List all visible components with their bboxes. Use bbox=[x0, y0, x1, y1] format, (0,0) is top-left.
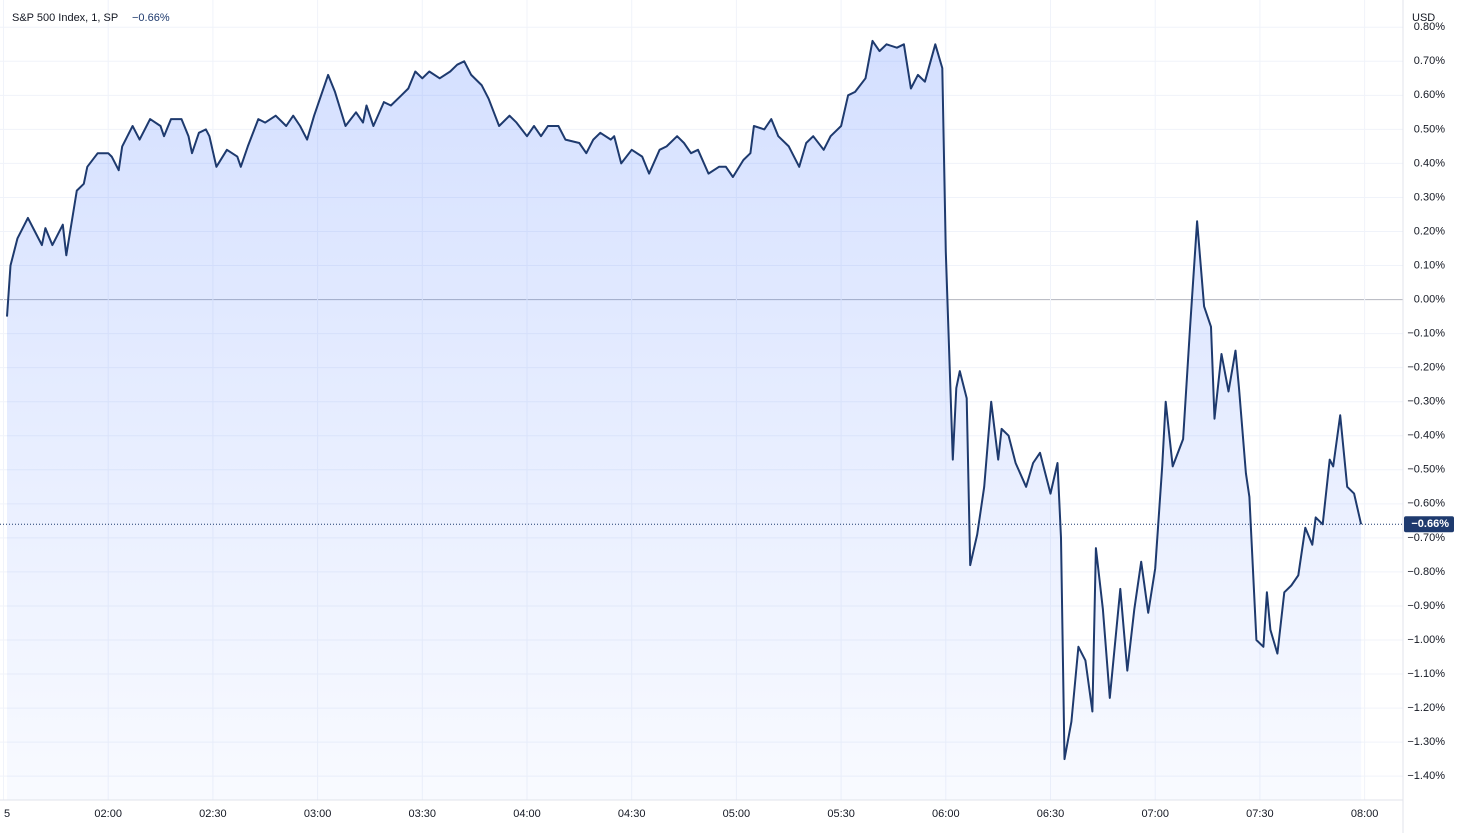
y-tick-label: −1.30% bbox=[1407, 736, 1445, 748]
y-tick-label: −0.60% bbox=[1407, 498, 1445, 510]
line bbox=[6, 39, 1363, 761]
x-tick-label: 02:30 bbox=[199, 808, 227, 820]
y-tick-label: −0.40% bbox=[1407, 430, 1445, 442]
x-tick-label: 06:30 bbox=[1037, 808, 1065, 820]
x-tick-label: 05:00 bbox=[723, 808, 751, 820]
last-value-label: −0.66% bbox=[1411, 518, 1449, 530]
y-tick-label: 0.80% bbox=[1414, 21, 1445, 33]
y-tick-label: 0.50% bbox=[1414, 123, 1445, 135]
y-tick-label: 0.10% bbox=[1414, 259, 1445, 271]
y-tick-label: 0.00% bbox=[1414, 293, 1445, 305]
x-tick-label: 06:00 bbox=[932, 808, 960, 820]
y-tick-label: −0.90% bbox=[1407, 600, 1445, 612]
y-tick-label: −1.40% bbox=[1407, 770, 1445, 782]
area bbox=[7, 40, 1362, 800]
x-tick-label: 03:00 bbox=[304, 808, 332, 820]
x-tick-label: 5 bbox=[4, 808, 10, 820]
x-tick-label: 02:00 bbox=[94, 808, 122, 820]
change-label: −0.66% bbox=[132, 12, 170, 24]
x-tick-label: 07:00 bbox=[1141, 808, 1169, 820]
chart-title: S&P 500 Index, 1, SP bbox=[12, 12, 118, 24]
y-tick-label: −0.10% bbox=[1407, 328, 1445, 340]
y-tick-label: −0.70% bbox=[1407, 532, 1445, 544]
y-tick-label: 0.20% bbox=[1414, 225, 1445, 237]
y-tick-label: 0.30% bbox=[1414, 191, 1445, 203]
y-tick-label: −0.50% bbox=[1407, 464, 1445, 476]
x-tick-label: 04:30 bbox=[618, 808, 646, 820]
y-tick-label: −1.00% bbox=[1407, 634, 1445, 646]
unit-label: USD bbox=[1412, 12, 1435, 24]
y-tick-label: 0.60% bbox=[1414, 89, 1445, 101]
y-tick-label: −1.20% bbox=[1407, 702, 1445, 714]
plot bbox=[0, 39, 1403, 800]
y-tick-label: 0.40% bbox=[1414, 157, 1445, 169]
last-value-badge bbox=[1404, 516, 1454, 533]
y-tick-label: −0.20% bbox=[1407, 362, 1445, 374]
y-tick-label: −0.80% bbox=[1407, 566, 1445, 578]
x-tick-label: 05:30 bbox=[827, 808, 855, 820]
x-tick-label: 08:00 bbox=[1351, 808, 1379, 820]
x-tick-label: 07:30 bbox=[1246, 808, 1274, 820]
y-tick-label: 0.70% bbox=[1414, 55, 1445, 67]
x-tick-label: 03:30 bbox=[409, 808, 437, 820]
y-tick-label: −0.30% bbox=[1407, 396, 1445, 408]
x-tick-label: 04:00 bbox=[513, 808, 541, 820]
y-tick-label: −1.10% bbox=[1407, 668, 1445, 680]
